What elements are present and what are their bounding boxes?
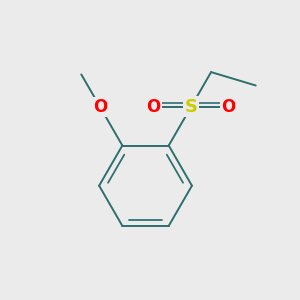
Text: O: O (93, 98, 107, 116)
Text: O: O (221, 98, 236, 116)
Text: O: O (146, 98, 161, 116)
Text: S: S (184, 98, 197, 116)
